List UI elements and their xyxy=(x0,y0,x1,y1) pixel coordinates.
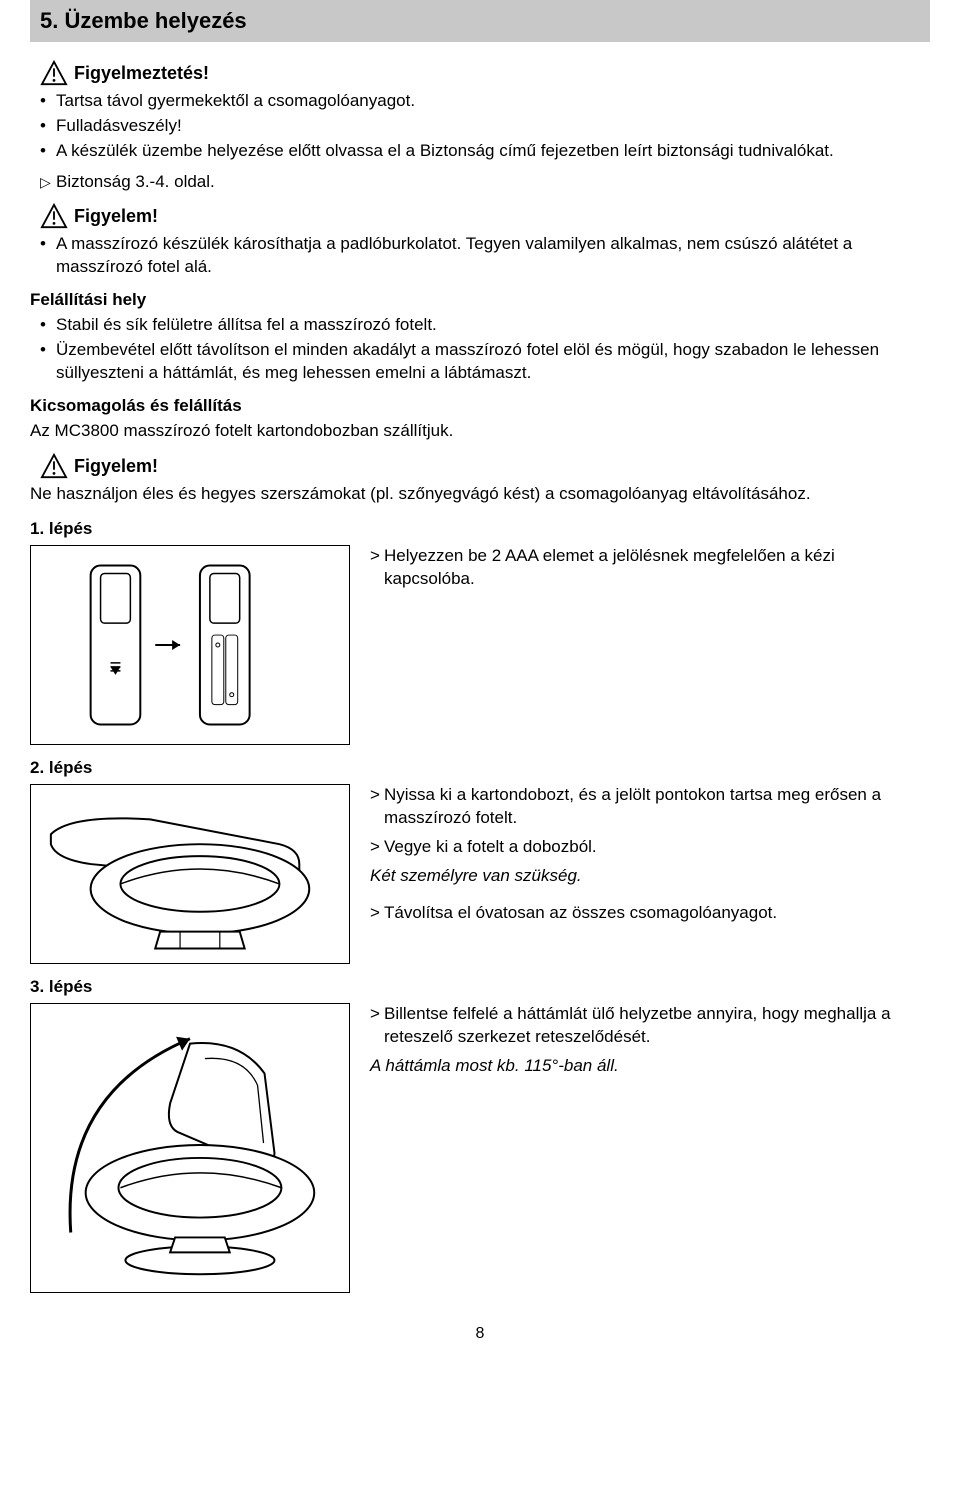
bullet-item: Fulladásveszély! xyxy=(40,115,930,138)
step3-block: Billentse felfelé a háttámlát ülő helyze… xyxy=(30,1003,930,1293)
step2-label: 2. lépés xyxy=(30,757,930,780)
step1-block: Helyezzen be 2 AAA elemet a jelölésnek m… xyxy=(30,545,930,745)
page-number: 8 xyxy=(30,1323,930,1345)
step3-illustration xyxy=(30,1003,350,1293)
section-title: 5. Üzembe helyezés xyxy=(30,0,930,42)
step3-t1: Billentse felfelé a háttámlát ülő helyze… xyxy=(370,1003,930,1049)
kicsomagolas-head: Kicsomagolás és felállítás xyxy=(30,395,930,418)
warning-figyelem-2: Figyelem! xyxy=(40,453,930,479)
reference-line: Biztonság 3.-4. oldal. xyxy=(30,171,930,194)
chair-folded-icon xyxy=(31,784,349,964)
step3-text: Billentse felfelé a háttámlát ülő helyze… xyxy=(370,1003,930,1084)
felallitasi-bullets: Stabil és sík felületre állítsa fel a ma… xyxy=(30,314,930,385)
kicsomagolas-text: Az MC3800 masszírozó fotelt kartondobozb… xyxy=(30,420,930,443)
step2-block: Nyissa ki a kartondobozt, és a jelölt po… xyxy=(30,784,930,964)
bullet-item: Üzembevétel előtt távolítson el minden a… xyxy=(40,339,930,385)
warning-triangle-icon xyxy=(40,453,68,479)
step2-illustration xyxy=(30,784,350,964)
bullet-item: Stabil és sík felületre állítsa fel a ma… xyxy=(40,314,930,337)
step3-label: 3. lépés xyxy=(30,976,930,999)
chair-tilt-icon xyxy=(31,1003,349,1293)
step2-text: Nyissa ki a kartondobozt, és a jelölt po… xyxy=(370,784,930,931)
warning-label: Figyelmeztetés! xyxy=(74,61,209,85)
remote-batteries-icon xyxy=(31,545,349,745)
step2-t1: Nyissa ki a kartondobozt, és a jelölt po… xyxy=(370,784,930,830)
warning-triangle-icon xyxy=(40,60,68,86)
warning-triangle-icon xyxy=(40,203,68,229)
warning-label: Figyelem! xyxy=(74,454,158,478)
warning1-bullets: Tartsa távol gyermekektől a csomagolóany… xyxy=(30,90,930,163)
step2-t2: Vegye ki a fotelt a dobozból. xyxy=(370,836,930,859)
warning3-text: Ne használjon éles és hegyes szerszámoka… xyxy=(30,483,930,506)
step1-label: 1. lépés xyxy=(30,518,930,541)
step1-illustration xyxy=(30,545,350,745)
warning-figyelmeztetes: Figyelmeztetés! xyxy=(40,60,930,86)
bullet-item: Tartsa távol gyermekektől a csomagolóany… xyxy=(40,90,930,113)
step3-t2: A háttámla most kb. 115°-ban áll. xyxy=(370,1055,930,1078)
bullet-item: A készülék üzembe helyezése előtt olvass… xyxy=(40,140,930,163)
step2-t3: Két személyre van szükség. xyxy=(370,865,930,888)
felallitasi-head: Felállítási hely xyxy=(30,289,930,312)
step1-instruction: Helyezzen be 2 AAA elemet a jelölésnek m… xyxy=(370,545,930,591)
warning2-bullets: A masszírozó készülék károsíthatja a pad… xyxy=(30,233,930,279)
step2-t4: Távolítsa el óvatosan az összes csomagol… xyxy=(370,902,930,925)
warning-label: Figyelem! xyxy=(74,204,158,228)
warning-figyelem-1: Figyelem! xyxy=(40,203,930,229)
step1-text: Helyezzen be 2 AAA elemet a jelölésnek m… xyxy=(370,545,930,597)
bullet-item: A masszírozó készülék károsíthatja a pad… xyxy=(40,233,930,279)
